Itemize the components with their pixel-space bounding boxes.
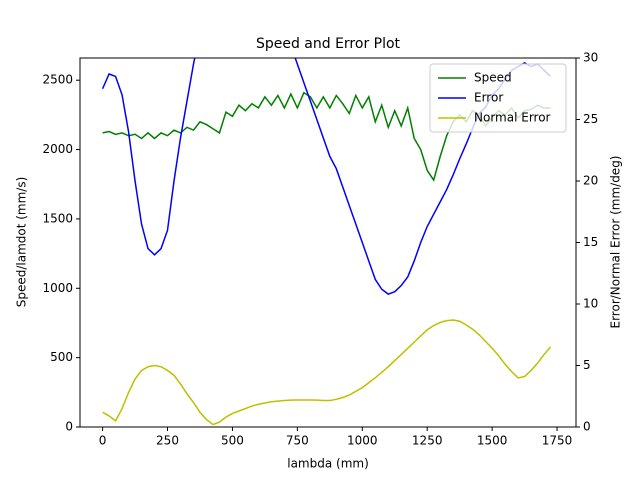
x-tick-label: 500 bbox=[221, 434, 244, 448]
y2-tick-label: 10 bbox=[583, 297, 598, 311]
x-tick-label: 1250 bbox=[412, 434, 443, 448]
series-line bbox=[102, 319, 552, 426]
y2-tick-label: 5 bbox=[583, 358, 591, 372]
axes-frame bbox=[79, 57, 577, 428]
y-axis-label: Speed/lamdot (mm/s) bbox=[15, 177, 29, 308]
legend-label: Speed bbox=[474, 71, 512, 85]
y-tick-label: 1500 bbox=[42, 211, 73, 225]
y-tick-label: 2000 bbox=[42, 142, 73, 156]
y-tick-label: 2500 bbox=[42, 73, 73, 87]
y2-tick-label: 30 bbox=[583, 51, 598, 65]
x-tick-label: 1000 bbox=[347, 434, 378, 448]
chart-title: Speed and Error Plot bbox=[256, 36, 401, 52]
x-tick-label: 250 bbox=[156, 434, 179, 448]
legend-label: Error bbox=[474, 91, 503, 105]
x-tick-label: 0 bbox=[99, 434, 107, 448]
y2-tick-label: 0 bbox=[583, 420, 591, 434]
y-tick-label: 500 bbox=[50, 350, 73, 364]
y2-axis-label: Error/Normal Error (mm/deg) bbox=[609, 156, 623, 329]
x-tick-label: 1750 bbox=[542, 434, 573, 448]
y2-tick-label: 20 bbox=[583, 174, 598, 188]
y-tick-label: 1000 bbox=[42, 281, 73, 295]
legend-label: Normal Error bbox=[474, 111, 551, 125]
y2-tick-label: 25 bbox=[583, 112, 598, 126]
y2-tick-label: 15 bbox=[583, 235, 598, 249]
x-tick-label: 1500 bbox=[477, 434, 508, 448]
x-axis-label: lambda (mm) bbox=[287, 457, 369, 471]
legend-box bbox=[429, 63, 567, 133]
x-tick-label: 750 bbox=[286, 434, 309, 448]
y-tick-label: 0 bbox=[65, 420, 73, 434]
